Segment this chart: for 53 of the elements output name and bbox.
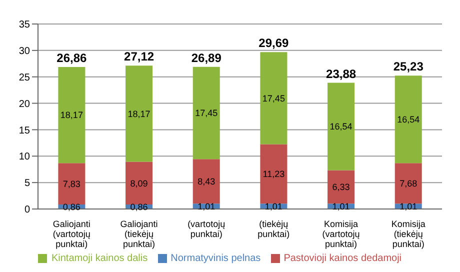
x-tick-label: (vartotojų punktai) xyxy=(188,219,226,239)
x-tick-label: Komisija (vartotojų punktai) xyxy=(322,219,360,249)
data-label: 7,68 xyxy=(400,178,418,189)
bar xyxy=(394,76,422,164)
y-tick-label: 10 xyxy=(18,152,30,163)
data-label: 16,54 xyxy=(397,114,420,125)
data-label: 6,33 xyxy=(332,182,350,192)
data-label: 1,01 xyxy=(332,202,350,212)
data-label: 0,86 xyxy=(130,202,148,212)
total-label: 26,89 xyxy=(191,50,222,65)
data-label: 1,01 xyxy=(198,202,216,212)
total-label: 26,86 xyxy=(56,51,88,66)
bar xyxy=(192,159,220,204)
bar xyxy=(394,163,422,204)
y-tick-label: 20 xyxy=(18,98,30,110)
legend-label: Normatyvinis pelnas xyxy=(170,253,261,264)
data-label: 17,45 xyxy=(262,93,285,104)
bar xyxy=(126,66,153,162)
legend-label: Pastovioji kainos dedamoji xyxy=(284,253,402,264)
bar xyxy=(328,82,355,170)
total-label: 29,69 xyxy=(258,36,290,50)
y-tick-label: 15 xyxy=(18,125,30,136)
x-tick-label: Galiojanti (vartotojų punktai) xyxy=(52,219,90,249)
bar xyxy=(260,144,288,204)
data-label: 18,17 xyxy=(60,110,83,120)
y-tick-label: 25 xyxy=(18,72,30,84)
bar xyxy=(328,170,355,204)
bar xyxy=(58,67,86,164)
bar xyxy=(126,162,153,204)
data-label: 8,43 xyxy=(198,176,216,187)
data-label: 1,01 xyxy=(264,202,282,212)
y-tick-label: 5 xyxy=(24,178,30,190)
bar xyxy=(260,52,288,144)
x-tick-label: (tiekėjų punktai) xyxy=(258,219,290,239)
data-label: 1,01 xyxy=(400,202,418,212)
data-label: 16,54 xyxy=(330,122,352,132)
total-label: 23,88 xyxy=(326,66,356,81)
x-tick-label: Galiojanti (tiekėjų punktai) xyxy=(120,219,158,249)
bar xyxy=(58,163,86,204)
x-tick-label: Komisija (tiekėjų punktai) xyxy=(391,219,426,249)
data-label: 18,17 xyxy=(128,108,150,119)
bar xyxy=(192,66,220,160)
total-label: 27,12 xyxy=(124,50,154,64)
data-label: 7,83 xyxy=(62,178,80,189)
y-tick-label: 35 xyxy=(18,20,30,31)
y-tick-label: 30 xyxy=(18,46,30,57)
y-tick-label: 0 xyxy=(24,204,30,216)
legend-label: Kintamoji kainos dalis xyxy=(51,253,148,264)
data-label: 17,45 xyxy=(195,108,218,118)
data-label: 11,23 xyxy=(262,169,285,180)
total-label: 25,23 xyxy=(393,60,424,74)
data-label: 0,86 xyxy=(62,202,80,212)
data-label: 8,09 xyxy=(130,178,148,188)
